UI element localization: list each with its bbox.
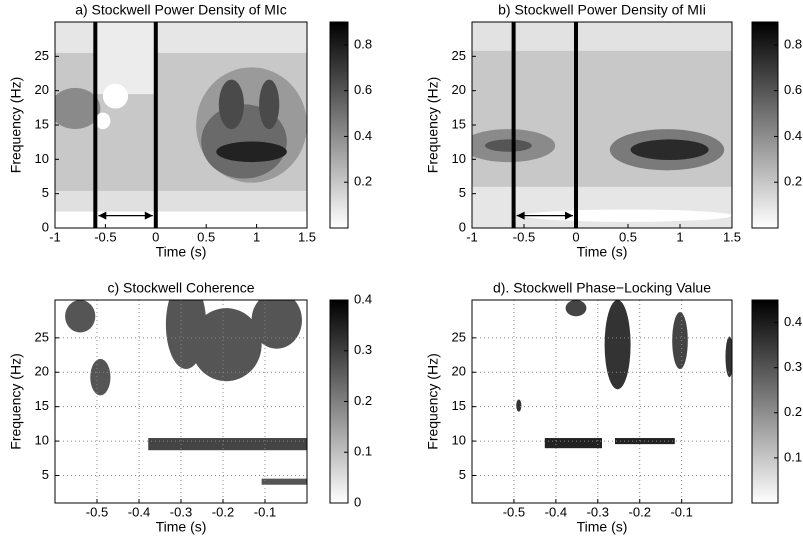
- colorbar-tick-label: 0.3: [784, 359, 802, 374]
- y-tick-label: 20: [452, 364, 466, 379]
- x-tick-label: -1: [49, 229, 61, 244]
- y-tick-label: 5: [459, 185, 466, 200]
- chart-title: b) Stockwell Power Density of MIi: [498, 2, 706, 18]
- colorbar: [751, 21, 779, 229]
- chart-title: a) Stockwell Power Density of MIc: [75, 2, 287, 18]
- x-tick-label: -0.5: [513, 229, 535, 244]
- y-tick-label: 25: [452, 329, 466, 344]
- colorbar-tick-label: 0.3: [354, 342, 372, 357]
- x-axis-label: Time (s): [156, 519, 207, 535]
- y-axis-label: Frequency (Hz): [425, 77, 441, 173]
- y-tick-label: 25: [452, 48, 466, 63]
- y-tick-label: 15: [452, 116, 466, 131]
- y-tick-label: 5: [459, 467, 466, 482]
- y-tick-label: 15: [452, 398, 466, 413]
- colorbar-tick-label: 0.8: [784, 36, 802, 51]
- y-axis-label: Frequency (Hz): [425, 353, 441, 449]
- y-tick-label: 10: [35, 433, 49, 448]
- x-tick-label: -0.4: [128, 504, 150, 519]
- x-tick-label: -0.4: [545, 504, 567, 519]
- y-tick-label: 10: [452, 151, 466, 166]
- y-tick-label: 25: [35, 48, 49, 63]
- axes-frame: [471, 21, 733, 229]
- x-tick-label: -0.5: [86, 504, 108, 519]
- x-axis-label: Time (s): [577, 244, 628, 260]
- x-tick-label: -0.5: [94, 229, 116, 244]
- colorbar-tick-label: 0.1: [354, 444, 372, 459]
- colorbar-tick-label: 0.4: [354, 128, 372, 143]
- colorbar-tick-label: 0.1: [784, 449, 802, 464]
- contour-field: [516, 300, 732, 449]
- x-tick-label: 1: [676, 229, 683, 244]
- y-tick-label: 20: [35, 364, 49, 379]
- colorbar-tick-label: 0.6: [784, 82, 802, 97]
- colorbar-tick-label: 0.8: [354, 36, 372, 51]
- colorbar-tick-label: 0.4: [354, 291, 372, 306]
- y-tick-label: 5: [42, 467, 49, 482]
- x-tick-label: -0.3: [170, 504, 192, 519]
- x-tick-label: 1.5: [723, 229, 741, 244]
- y-tick-label: 0: [459, 219, 466, 234]
- y-tick-label: 20: [35, 82, 49, 97]
- x-tick-label: 0: [152, 229, 159, 244]
- colorbar-tick-label: 0.2: [354, 393, 372, 408]
- x-tick-label: -0.3: [587, 504, 609, 519]
- x-tick-label: -0.1: [670, 504, 692, 519]
- y-tick-label: 10: [452, 433, 466, 448]
- y-axis-label: Frequency (Hz): [8, 77, 24, 173]
- y-tick-label: 25: [35, 329, 49, 344]
- x-tick-label: -1: [466, 229, 478, 244]
- x-tick-label: 1.5: [298, 229, 316, 244]
- contour-field: [55, 22, 307, 228]
- x-tick-label: 1: [253, 229, 260, 244]
- colorbar-tick-label: 0.4: [784, 314, 802, 329]
- y-tick-label: 15: [35, 116, 49, 131]
- axes-frame: [54, 299, 308, 504]
- x-tick-label: -0.2: [212, 504, 234, 519]
- y-tick-label: 15: [35, 398, 49, 413]
- x-tick-label: -0.5: [503, 504, 525, 519]
- chart-title: c) Stockwell Coherence: [107, 280, 254, 296]
- colorbar-tick-label: 0: [354, 494, 361, 509]
- y-axis-label: Frequency (Hz): [8, 353, 24, 449]
- x-tick-label: 0.5: [197, 229, 215, 244]
- x-axis-label: Time (s): [577, 519, 628, 535]
- axes-frame: [54, 21, 308, 229]
- axes-frame: [471, 299, 733, 504]
- colorbar-tick-label: 0.6: [354, 82, 372, 97]
- colorbar: [329, 21, 349, 229]
- colorbar-tick-label: 0.4: [784, 128, 802, 143]
- x-tick-label: -0.2: [629, 504, 651, 519]
- x-tick-label: 0.5: [619, 229, 637, 244]
- x-tick-label: 0: [572, 229, 579, 244]
- colorbar-tick-label: 0.2: [784, 404, 802, 419]
- contour-field: [472, 22, 732, 228]
- chart-title: d). Stockwell Phase−Locking Value: [493, 280, 711, 296]
- y-tick-label: 0: [42, 219, 49, 234]
- x-axis-label: Time (s): [156, 244, 207, 260]
- colorbar-tick-label: 0.2: [784, 174, 802, 189]
- y-tick-label: 5: [42, 185, 49, 200]
- y-tick-label: 20: [452, 82, 466, 97]
- colorbar: [751, 299, 779, 504]
- contour-field: [65, 300, 307, 485]
- y-tick-label: 10: [35, 151, 49, 166]
- colorbar-tick-label: 0.2: [354, 174, 372, 189]
- x-tick-label: -0.1: [254, 504, 276, 519]
